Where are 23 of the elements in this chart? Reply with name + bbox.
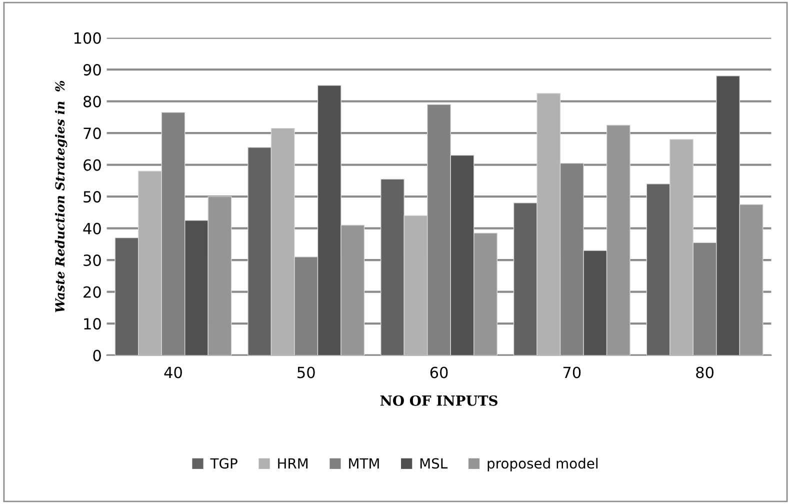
y-tick-label: 90 xyxy=(83,64,101,76)
y-tick-label: 20 xyxy=(84,286,101,298)
legend-label: HRM xyxy=(278,458,308,468)
x-tick-label: 40 xyxy=(164,366,182,378)
y-axis-title: Waste Reduction Strategies in % xyxy=(54,80,68,312)
x-tick-label: 70 xyxy=(563,366,581,378)
x-tick-label: 80 xyxy=(696,366,714,378)
y-tick-label: 0 xyxy=(93,350,101,362)
y-tick-label: 30 xyxy=(84,254,101,266)
x-axis-title: NO OF INPUTS xyxy=(380,395,498,406)
legend-label: TGP xyxy=(210,458,238,469)
x-tick-label: 50 xyxy=(298,366,315,378)
y-tick-label: 40 xyxy=(83,222,101,234)
y-tick-label: 100 xyxy=(74,32,101,44)
y-tick-label: 60 xyxy=(84,159,101,171)
y-tick-label: 50 xyxy=(84,191,101,203)
y-tick-label: 70 xyxy=(84,128,101,140)
y-tick-label: 80 xyxy=(84,96,101,108)
legend-label: proposed model xyxy=(488,458,598,472)
legend-label: MSL xyxy=(420,458,448,469)
legend-label: MTM xyxy=(349,458,379,468)
y-tick-label: 10 xyxy=(84,318,101,330)
x-tick-label: 60 xyxy=(430,366,448,378)
